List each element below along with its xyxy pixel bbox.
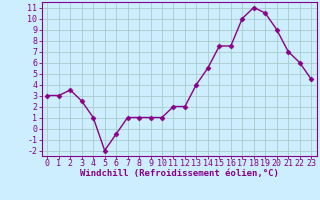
X-axis label: Windchill (Refroidissement éolien,°C): Windchill (Refroidissement éolien,°C) — [80, 169, 279, 178]
